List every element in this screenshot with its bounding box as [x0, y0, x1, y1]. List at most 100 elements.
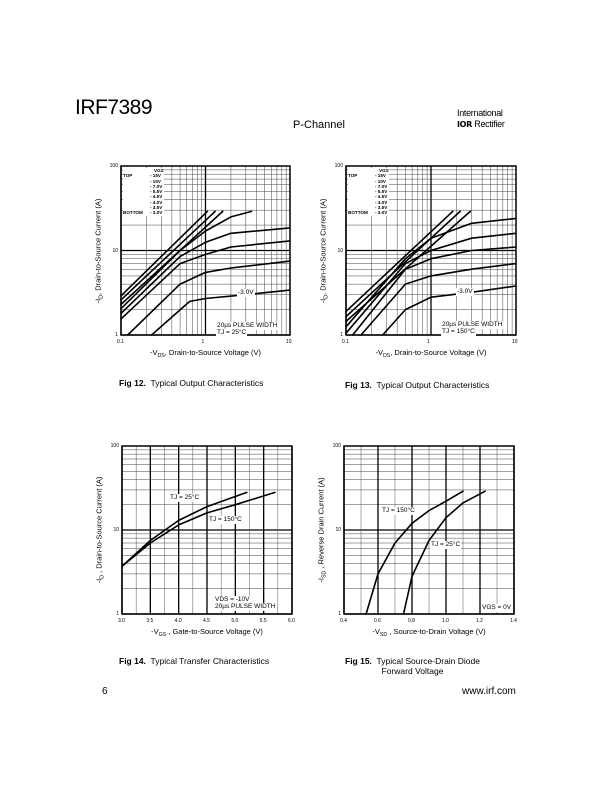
annotation: TJ = 25°C: [430, 541, 462, 549]
legend-row: - 4.0V: [348, 200, 389, 205]
logo-line2: Rectifier: [474, 119, 505, 129]
y-axis-label-pre: -I: [316, 578, 326, 583]
series-line-5: [351, 246, 517, 336]
annotation: TJ = 150°C: [381, 507, 416, 515]
x-tick-label: 1.2: [476, 618, 483, 624]
legend-row: - 4.5V: [348, 194, 389, 199]
x-axis-label-sub: GS: [158, 632, 167, 638]
y-tick-label: 100: [334, 163, 343, 169]
series-line-0: [365, 490, 464, 615]
series-line-4: [120, 227, 291, 315]
x-tick-label: 1: [201, 339, 205, 345]
caption-text: Typical Output Characteristics: [376, 380, 490, 390]
x-tick-label: 1.0: [442, 618, 449, 624]
legend-value: - 15V: [150, 173, 161, 179]
legend-value: - 15V: [375, 173, 386, 179]
legend: VGS TOP - 15V - 10V - 7.0V - 5.5V - 4.5V - 4.0V…: [348, 168, 389, 216]
legend-value: - 5.5V: [150, 189, 163, 195]
x-axis-label: -VSD , Source-to-Drain Voltage (V): [372, 627, 485, 638]
legend-position: TOP: [348, 173, 358, 179]
legend-row: BOTTOM - 3.0V: [348, 210, 389, 215]
y-axis-label-post: , Drain-to-Source Current (A): [94, 476, 104, 575]
chart-fig15: 0.4 0.6 0.8 1.0 1.2 1.4 1 10 100 -VSD , Source-to…: [317, 443, 517, 638]
x-tick-label: 4.0: [174, 618, 182, 624]
caption-text: Typical Output Characteristics: [150, 378, 264, 388]
series-line-1: [120, 210, 216, 301]
footer-url[interactable]: www.irf.com: [462, 686, 516, 697]
y-tick-label: 1: [340, 332, 343, 338]
y-axis-label-post: , Drain-to-Source Current (A): [93, 198, 103, 295]
x-axis-label-post: , Drain-to-Source Voltage (V): [164, 348, 262, 357]
x-tick-label: 1: [427, 339, 430, 345]
series-line-6: [126, 260, 291, 336]
series-line-0: [121, 491, 248, 568]
plot-frame: [121, 445, 293, 615]
chart-fig14: 3.0 3.5 4.0 4.5 5.0 5.5 6.0 1 10 100 -VGS , Gate-t…: [95, 443, 295, 638]
y-axis-label: -ID , Drain-to-Source Current (A): [95, 477, 106, 584]
y-tick-label: 10: [337, 247, 343, 254]
legend: VGS TOP - 15V - 10V - 7.0V - 5.5V - 4.5V - 4.0V…: [123, 168, 164, 216]
annotation: VDS = -10V: [214, 596, 251, 604]
legend-position: BOTTOM: [348, 210, 368, 216]
legend-value: - 7.0V: [150, 183, 163, 189]
annotation: TJ = 150°C: [208, 516, 243, 524]
y-tick-label: 1: [115, 332, 118, 338]
x-tick-label: 3.5: [146, 618, 154, 624]
plot-area: [343, 445, 515, 615]
annotation: VGS = 0V: [481, 604, 513, 612]
y-tick-label: 100: [109, 163, 118, 169]
y-axis-label: -ID, Drain-to-Source Current (A): [94, 198, 105, 303]
legend-value: - 3.0V: [375, 210, 388, 216]
annotation: TJ = 25°C: [216, 329, 248, 337]
legend-row: - 10V: [123, 179, 164, 184]
series-line-0: [120, 210, 209, 297]
annotation: 20µs PULSE WIDTH: [216, 322, 279, 330]
page-number: 6: [102, 686, 108, 697]
series-line-1: [121, 491, 276, 568]
y-axis-label-pre: -I: [93, 298, 103, 303]
x-axis-label-post: , Gate-to-Source Voltage (V): [166, 627, 263, 636]
series-line-5: [120, 240, 291, 320]
series-line-0: [345, 210, 454, 313]
x-tick-label: 5.0: [231, 618, 239, 624]
legend-row: - 3.5V: [123, 205, 164, 210]
caption-fig-number: Fig 15.: [345, 656, 372, 666]
logo-mark: IOR: [457, 120, 473, 129]
annotation: -3.0V: [456, 288, 474, 296]
annotation: 20µs PULSE WIDTH: [214, 603, 277, 611]
x-tick-label: 0.1: [342, 339, 349, 345]
legend-row: - 4.0V: [123, 200, 164, 205]
plot-area: [121, 445, 293, 615]
legend-row: - 3.5V: [348, 205, 389, 210]
x-tick-label: 1.4: [510, 618, 517, 624]
y-axis-label-pre: -I: [94, 578, 104, 584]
legend-value: - 4.0V: [150, 199, 163, 205]
legend-value: - 4.5V: [375, 194, 388, 200]
series-line-7: [381, 285, 517, 336]
x-axis-label-pre: -V: [372, 627, 380, 636]
x-tick-label: 0.6: [374, 618, 381, 624]
page-subtitle: P-Channel: [293, 119, 345, 131]
legend-row: - 4.5V: [123, 194, 164, 199]
legend-value: - 3.5V: [375, 205, 388, 211]
y-axis-label-pre: -I: [318, 298, 328, 303]
y-axis-label: -ISD , Reverse Drain Current (A): [317, 477, 328, 582]
legend-value: - 4.0V: [375, 199, 388, 205]
x-axis-label: -VDS, Drain-to-Source Voltage (V): [150, 348, 261, 359]
legend-position: TOP: [123, 173, 133, 179]
legend-row: - 7.0V: [348, 184, 389, 189]
x-tick-label: 0.8: [408, 618, 415, 624]
x-tick-label: 0.4: [340, 618, 347, 624]
caption-fig14: Fig 14. Typical Transfer Characteristics: [119, 656, 269, 666]
legend-value: - 10V: [375, 178, 386, 184]
series-line-7: [150, 289, 291, 336]
plot-frame: [345, 165, 517, 336]
legend-row: TOP - 15V: [348, 173, 389, 178]
annotation: TJ = 150°C: [441, 328, 476, 336]
legend-header: VGS: [123, 168, 164, 173]
series-line-3: [120, 210, 253, 310]
plot-frame: [120, 165, 291, 336]
legend-value: - 4.5V: [150, 194, 163, 200]
legend-value: - 3.0V: [150, 210, 163, 216]
